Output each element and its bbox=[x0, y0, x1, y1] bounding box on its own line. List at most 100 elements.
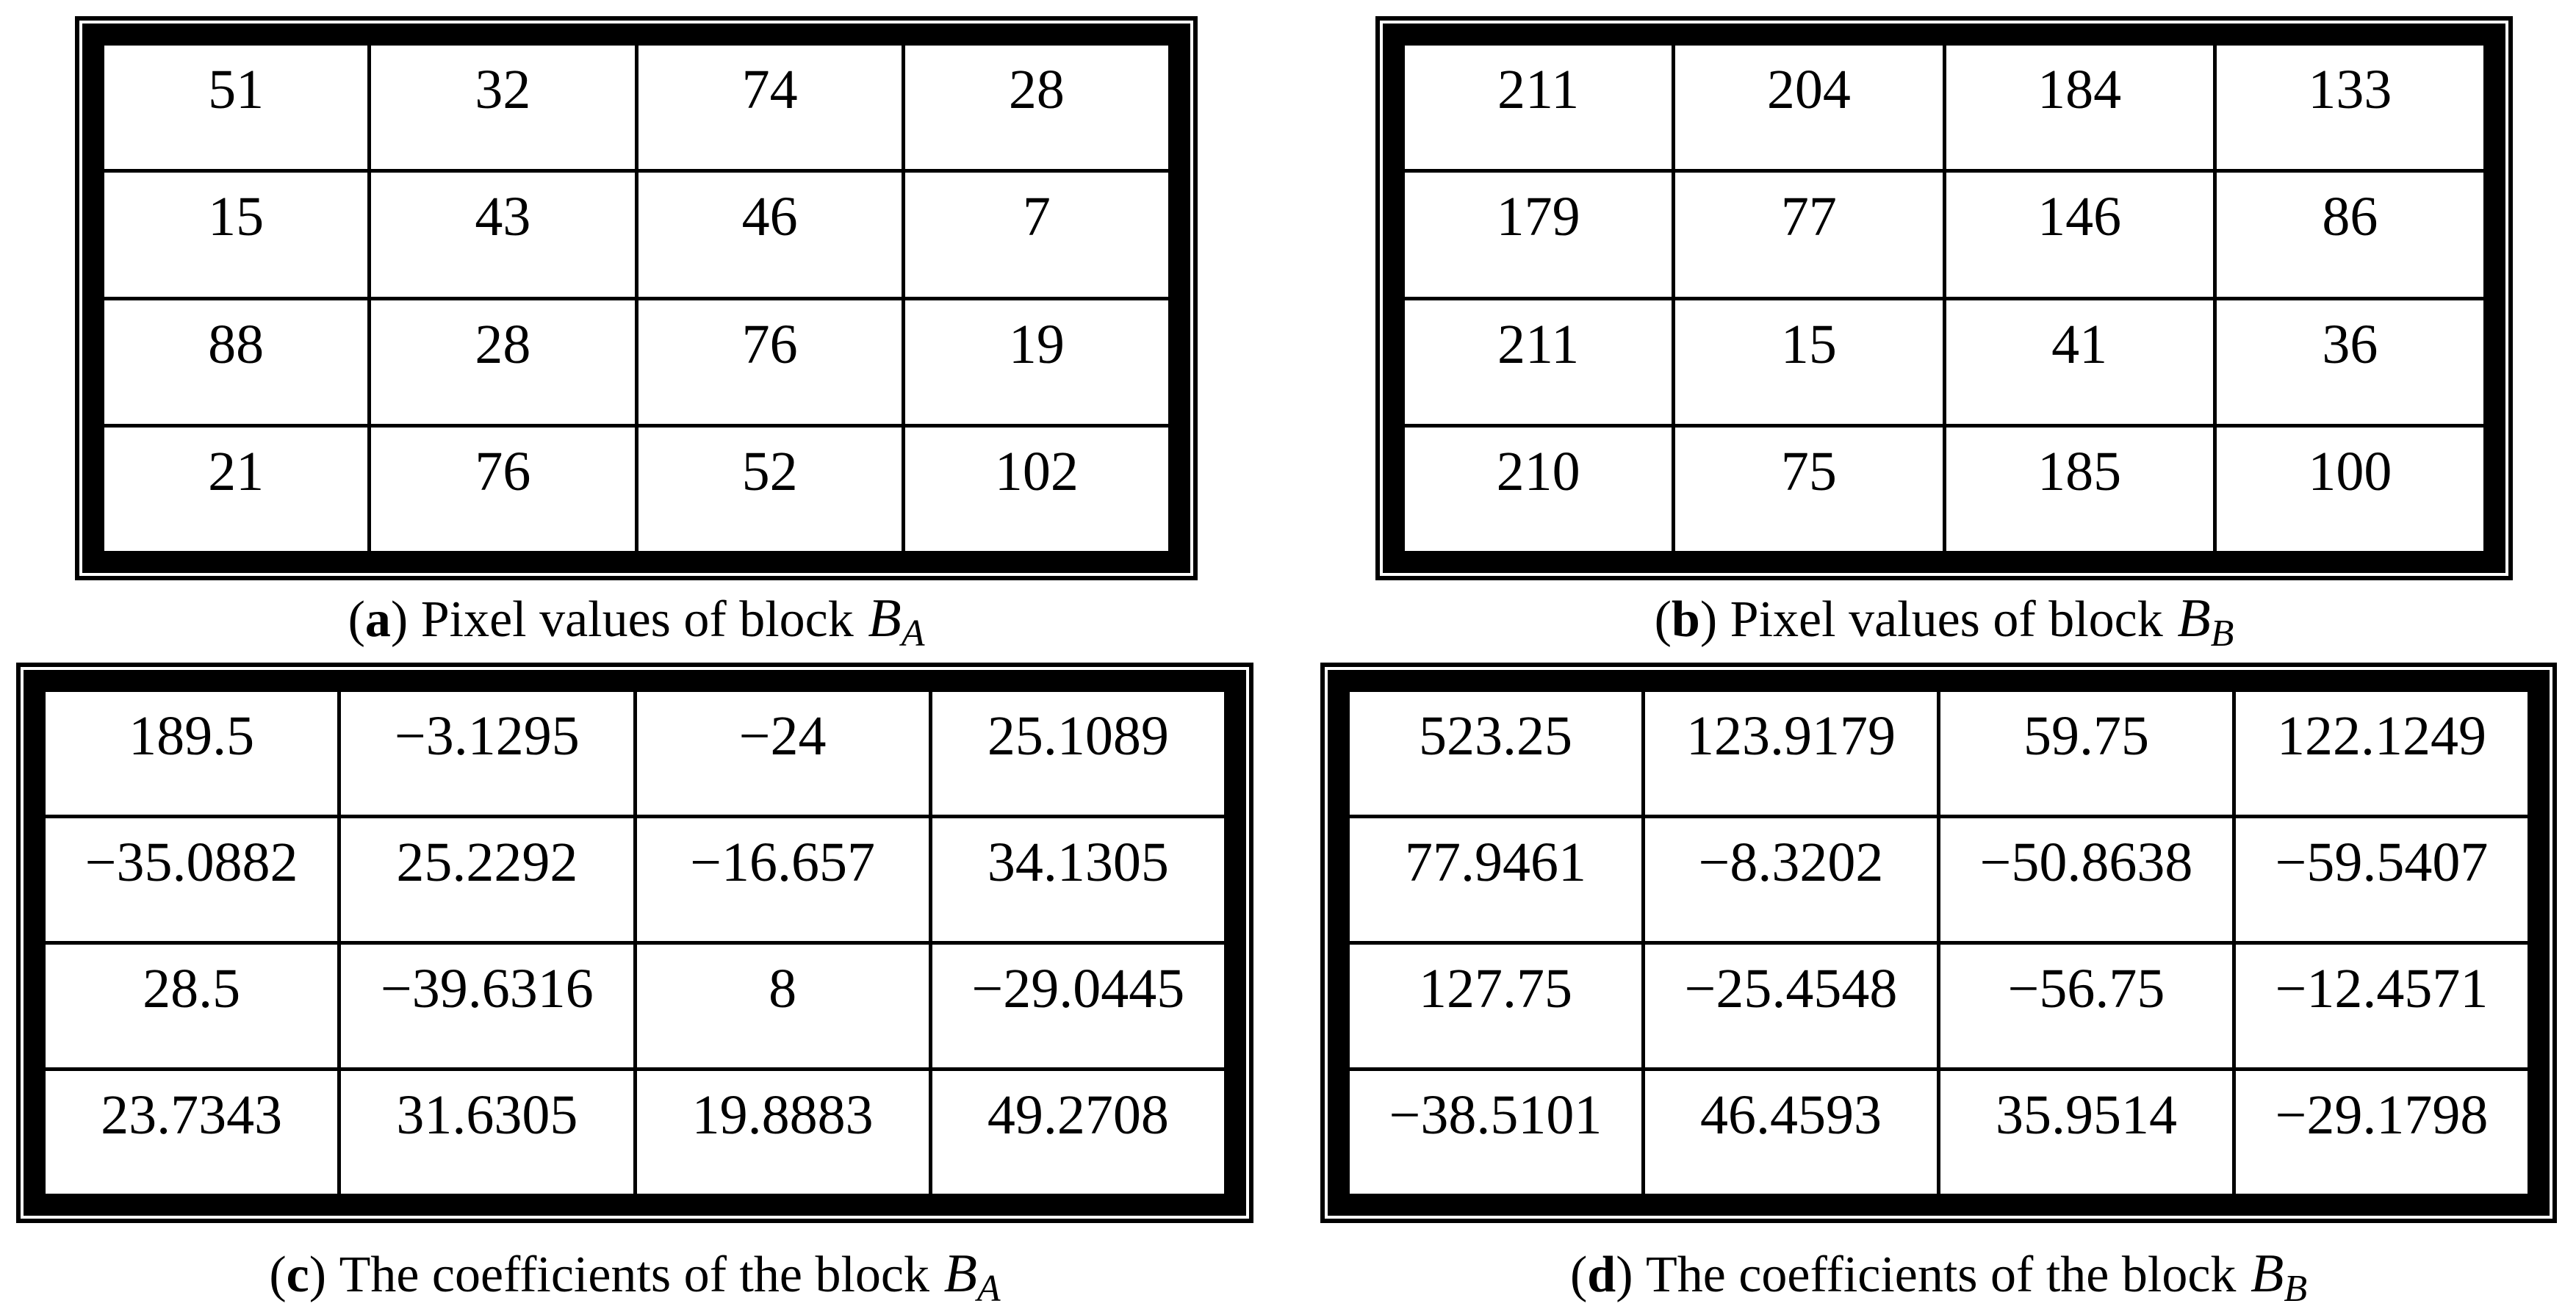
table-cell: 28.5 bbox=[41, 941, 342, 1071]
caption-panel-c: (c) The coefficients of the block BA bbox=[16, 1243, 1253, 1309]
caption-math: BB bbox=[2251, 1244, 2308, 1309]
table-cell: −29.0445 bbox=[928, 941, 1228, 1071]
table-row: 211 204 184 133 bbox=[1400, 41, 2488, 173]
table-row: −35.0882 25.2292 −16.657 34.1305 bbox=[41, 815, 1228, 945]
table-frame: 189.5 −3.1295 −24 25.1089 −35.0882 25.2292 −16… bbox=[24, 670, 1246, 1216]
table-cell: 77 bbox=[1672, 169, 1946, 300]
coefficients-table-b: 523.25 123.9179 59.75 122.1249 77.9461 −8.320… bbox=[1320, 663, 2557, 1223]
table-frame: 51 32 74 28 15 43 46 7 88 28 76 19 21 76 52 102 bbox=[82, 24, 1190, 573]
table-cell: 189.5 bbox=[41, 688, 342, 818]
table-row: 77.9461 −8.3202 −50.8638 −59.5407 bbox=[1346, 815, 2531, 945]
table-cell: 21 bbox=[100, 423, 372, 555]
table-cell: 146 bbox=[1942, 169, 2217, 300]
caption-panel-a: (a) Pixel values of block BA bbox=[75, 588, 1198, 654]
table-cell: 76 bbox=[367, 423, 638, 555]
table-row: 211 15 41 36 bbox=[1400, 296, 2488, 428]
pixel-values-grid-b: 211 204 184 133 179 77 146 86 211 15 41 36 210 75 185 1… bbox=[1400, 41, 2488, 555]
table-row: 51 32 74 28 bbox=[100, 41, 1173, 173]
table-cell: 523.25 bbox=[1346, 688, 1645, 818]
table-row: 88 28 76 19 bbox=[100, 296, 1173, 428]
table-row: 189.5 −3.1295 −24 25.1089 bbox=[41, 688, 1228, 818]
table-cell: 51 bbox=[100, 41, 372, 173]
table-cell: 15 bbox=[1672, 296, 1946, 428]
coefficients-table-a: 189.5 −3.1295 −24 25.1089 −35.0882 25.2292 −16… bbox=[16, 663, 1253, 1223]
pixel-values-grid-a: 51 32 74 28 15 43 46 7 88 28 76 19 21 76 52 102 bbox=[100, 41, 1173, 555]
table-cell: 46 bbox=[634, 169, 905, 300]
table-cell: −50.8638 bbox=[1937, 815, 2236, 945]
table-cell: −3.1295 bbox=[337, 688, 637, 818]
table-row: 23.7343 31.6305 19.8883 49.2708 bbox=[41, 1067, 1228, 1197]
table-row: 179 77 146 86 bbox=[1400, 169, 2488, 300]
table-cell: 86 bbox=[2212, 169, 2488, 300]
table-cell: 127.75 bbox=[1346, 941, 1645, 1071]
table-cell: −39.6316 bbox=[337, 941, 637, 1071]
table-cell: −38.5101 bbox=[1346, 1067, 1645, 1197]
table-cell: 36 bbox=[2212, 296, 2488, 428]
table-row: 210 75 185 100 bbox=[1400, 423, 2488, 555]
coefficients-grid-a: 189.5 −3.1295 −24 25.1089 −35.0882 25.2292 −16… bbox=[41, 688, 1228, 1197]
table-cell: 102 bbox=[901, 423, 1173, 555]
caption-label: (d) bbox=[1569, 1247, 1633, 1303]
table-cell: 204 bbox=[1672, 41, 1946, 173]
table-cell: −8.3202 bbox=[1641, 815, 1940, 945]
table-row: 127.75 −25.4548 −56.75 −12.4571 bbox=[1346, 941, 2531, 1071]
table-cell: 75 bbox=[1672, 423, 1946, 555]
table-cell: 133 bbox=[2212, 41, 2488, 173]
table-cell: 185 bbox=[1942, 423, 2217, 555]
table-cell: 35.9514 bbox=[1937, 1067, 2236, 1197]
table-cell: −29.1798 bbox=[2232, 1067, 2531, 1197]
table-cell: −56.75 bbox=[1937, 941, 2236, 1071]
pixel-values-table-a: 51 32 74 28 15 43 46 7 88 28 76 19 21 76 52 102 bbox=[75, 16, 1198, 580]
table-cell: −24 bbox=[633, 688, 932, 818]
coefficients-grid-b: 523.25 123.9179 59.75 122.1249 77.9461 −8.320… bbox=[1346, 688, 2531, 1197]
table-cell: 210 bbox=[1400, 423, 1676, 555]
caption-label: (a) bbox=[348, 591, 409, 648]
table-frame: 523.25 123.9179 59.75 122.1249 77.9461 −8.320… bbox=[1328, 670, 2550, 1216]
caption-math: BA bbox=[943, 1244, 1001, 1309]
table-cell: 179 bbox=[1400, 169, 1676, 300]
table-cell: 28 bbox=[367, 296, 638, 428]
table-cell: 32 bbox=[367, 41, 638, 173]
table-row: −38.5101 46.4593 35.9514 −29.1798 bbox=[1346, 1067, 2531, 1197]
table-cell: 123.9179 bbox=[1641, 688, 1940, 818]
table-cell: 122.1249 bbox=[2232, 688, 2531, 818]
table-row: 15 43 46 7 bbox=[100, 169, 1173, 300]
table-cell: 19 bbox=[901, 296, 1173, 428]
table-cell: −16.657 bbox=[633, 815, 932, 945]
caption-label: (b) bbox=[1654, 591, 1718, 648]
table-cell: 59.75 bbox=[1937, 688, 2236, 818]
table-cell: 49.2708 bbox=[928, 1067, 1228, 1197]
caption-text: Pixel values of block bbox=[420, 591, 854, 648]
caption-panel-b: (b) Pixel values of block BB bbox=[1375, 588, 2513, 654]
table-cell: 211 bbox=[1400, 296, 1676, 428]
table-cell: 34.1305 bbox=[928, 815, 1228, 945]
table-row: 21 76 52 102 bbox=[100, 423, 1173, 555]
caption-text: The coefficients of the block bbox=[1646, 1247, 2237, 1303]
table-cell: −35.0882 bbox=[41, 815, 342, 945]
table-cell: −12.4571 bbox=[2232, 941, 2531, 1071]
table-cell: 46.4593 bbox=[1641, 1067, 1940, 1197]
caption-math: BB bbox=[2177, 588, 2234, 654]
caption-panel-d: (d) The coefficients of the block BB bbox=[1320, 1243, 2557, 1309]
table-cell: 31.6305 bbox=[337, 1067, 637, 1197]
table-cell: 88 bbox=[100, 296, 372, 428]
table-cell: 52 bbox=[634, 423, 905, 555]
table-cell: 7 bbox=[901, 169, 1173, 300]
table-cell: 25.1089 bbox=[928, 688, 1228, 818]
table-row: 28.5 −39.6316 8 −29.0445 bbox=[41, 941, 1228, 1071]
table-frame: 211 204 184 133 179 77 146 86 211 15 41 36 210 75 185 1… bbox=[1383, 24, 2505, 573]
pixel-values-table-b: 211 204 184 133 179 77 146 86 211 15 41 36 210 75 185 1… bbox=[1375, 16, 2513, 580]
table-cell: 15 bbox=[100, 169, 372, 300]
table-row: 523.25 123.9179 59.75 122.1249 bbox=[1346, 688, 2531, 818]
table-cell: 211 bbox=[1400, 41, 1676, 173]
table-cell: −25.4548 bbox=[1641, 941, 1940, 1071]
table-cell: 74 bbox=[634, 41, 905, 173]
caption-label: (c) bbox=[269, 1247, 327, 1303]
table-cell: 76 bbox=[634, 296, 905, 428]
caption-math: BA bbox=[868, 588, 925, 654]
table-cell: 184 bbox=[1942, 41, 2217, 173]
caption-text: The coefficients of the block bbox=[339, 1247, 929, 1303]
caption-text: Pixel values of block bbox=[1730, 591, 2163, 648]
table-cell: 23.7343 bbox=[41, 1067, 342, 1197]
